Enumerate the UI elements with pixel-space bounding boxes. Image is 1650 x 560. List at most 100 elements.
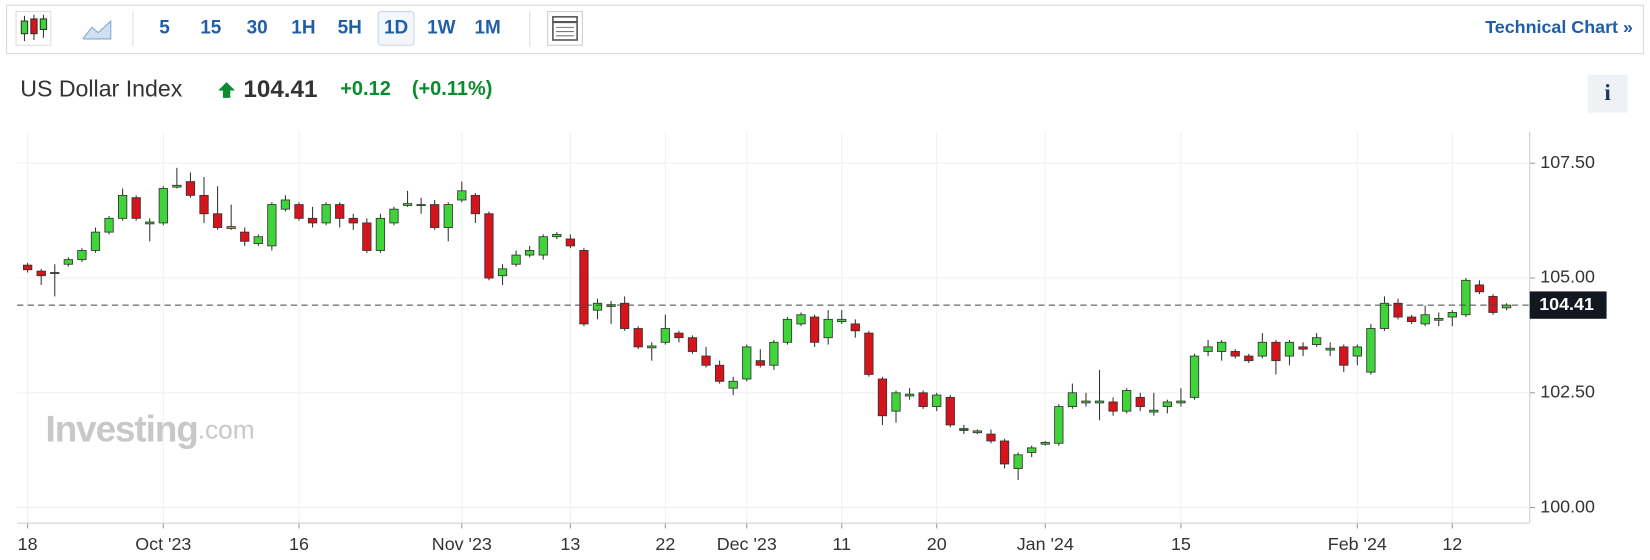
candle-body bbox=[497, 268, 508, 277]
candle-body bbox=[90, 231, 101, 251]
watermark-suffix: .com bbox=[198, 415, 255, 445]
candle-body bbox=[837, 318, 847, 323]
interval-button[interactable]: 1D bbox=[384, 17, 408, 38]
change: +0.12 bbox=[340, 78, 391, 100]
candle-body bbox=[1366, 328, 1376, 373]
candle-body bbox=[1257, 341, 1267, 357]
y-tick-label: 100.00 bbox=[1540, 496, 1595, 516]
candle-body bbox=[430, 204, 440, 228]
up-arrow bbox=[218, 82, 235, 98]
candle-body bbox=[782, 318, 793, 343]
candle-body bbox=[1352, 346, 1362, 357]
watermark-brand: Investing bbox=[46, 408, 198, 449]
candle-body bbox=[972, 430, 983, 434]
candle-body bbox=[986, 433, 996, 442]
candle-body bbox=[525, 250, 535, 256]
candle-body bbox=[1244, 355, 1254, 362]
interval-button[interactable]: 15 bbox=[200, 17, 221, 38]
candle-body bbox=[1434, 317, 1444, 321]
candle-body bbox=[1135, 396, 1145, 407]
candle-body bbox=[1149, 409, 1159, 413]
info-button[interactable] bbox=[1587, 74, 1628, 113]
candle-body bbox=[823, 318, 833, 339]
candle-body bbox=[172, 184, 182, 188]
watermark: Investing.com bbox=[46, 408, 255, 449]
x-tick-label: 15 bbox=[1171, 534, 1191, 554]
line-icon[interactable] bbox=[82, 19, 112, 40]
candle-body bbox=[335, 204, 345, 219]
candle-body bbox=[1189, 355, 1200, 398]
candle-body bbox=[117, 194, 128, 219]
last-price-label: 104.41 bbox=[1539, 294, 1594, 314]
candle-body bbox=[457, 190, 467, 201]
candle-body bbox=[1339, 346, 1349, 366]
candle-body bbox=[348, 217, 358, 224]
candle-body bbox=[362, 222, 372, 251]
x-tick-label: 22 bbox=[655, 534, 675, 554]
candle-body bbox=[1379, 302, 1390, 329]
x-tick-label: Feb '24 bbox=[1328, 534, 1387, 554]
change-percent: (+0.11%) bbox=[412, 78, 493, 100]
candle-body bbox=[226, 226, 236, 229]
candle-body bbox=[63, 259, 73, 265]
technical-chart-link[interactable]: Technical Chart » bbox=[1485, 17, 1633, 37]
candle-body bbox=[579, 250, 589, 325]
candle-body bbox=[945, 396, 955, 426]
x-tick-label: 20 bbox=[927, 534, 947, 554]
x-tick-label: Oct '23 bbox=[135, 534, 191, 554]
candle-body bbox=[891, 392, 901, 412]
candle-body bbox=[1108, 401, 1118, 412]
candle-body bbox=[742, 346, 752, 380]
candle-body bbox=[1122, 390, 1132, 412]
candle-body bbox=[267, 204, 277, 247]
candle-body bbox=[1474, 284, 1485, 293]
candle-body bbox=[1284, 341, 1295, 357]
instrument-title: US Dollar Index bbox=[20, 76, 182, 102]
candle-body bbox=[687, 337, 698, 352]
info-label: i bbox=[1604, 80, 1611, 106]
candle-body bbox=[796, 314, 806, 325]
candle-body bbox=[50, 272, 60, 274]
interval-button[interactable]: 1H bbox=[291, 17, 315, 38]
interval-button[interactable]: 1M bbox=[474, 17, 500, 38]
candle-body bbox=[1027, 447, 1037, 453]
interval-button[interactable]: 5 bbox=[159, 17, 170, 38]
x-tick-label: 18 bbox=[18, 534, 38, 554]
y-tick-label: 102.50 bbox=[1540, 382, 1595, 402]
candle-body bbox=[1054, 406, 1064, 444]
x-tick-label: Dec '23 bbox=[717, 534, 777, 554]
candle-body bbox=[212, 213, 223, 228]
interval-button[interactable]: 1W bbox=[427, 17, 456, 38]
interval-button[interactable]: 30 bbox=[247, 17, 268, 38]
candle-body bbox=[375, 217, 386, 251]
candle-body bbox=[1447, 312, 1457, 318]
candle-body bbox=[999, 440, 1010, 465]
candle-body bbox=[674, 332, 684, 339]
candle-icon[interactable] bbox=[15, 11, 52, 46]
x-tick-label: Jan '24 bbox=[1017, 534, 1074, 554]
x-tick-label: 16 bbox=[289, 534, 309, 554]
candle-body bbox=[904, 393, 915, 397]
candle-body bbox=[199, 194, 209, 215]
y-tick-label: 107.50 bbox=[1540, 152, 1595, 172]
candle-body bbox=[1013, 454, 1023, 469]
candle-body bbox=[660, 328, 670, 343]
interval-button[interactable]: 5H bbox=[338, 17, 362, 38]
table-icon[interactable] bbox=[547, 11, 583, 46]
candle-body bbox=[307, 217, 318, 224]
candle-body bbox=[1203, 346, 1213, 352]
candle-body bbox=[592, 302, 603, 311]
x-tick-label: 12 bbox=[1442, 534, 1462, 554]
candle-body bbox=[1488, 295, 1498, 313]
candle-body bbox=[185, 181, 196, 196]
candle-body bbox=[552, 233, 562, 238]
candle-body bbox=[321, 204, 331, 224]
candle-body bbox=[728, 380, 738, 389]
selected-interval bbox=[377, 11, 415, 46]
candle-body bbox=[864, 332, 874, 375]
candle-body bbox=[850, 323, 860, 332]
candle-body bbox=[104, 217, 114, 233]
candle-body bbox=[1040, 441, 1050, 445]
candle-body bbox=[484, 213, 494, 279]
